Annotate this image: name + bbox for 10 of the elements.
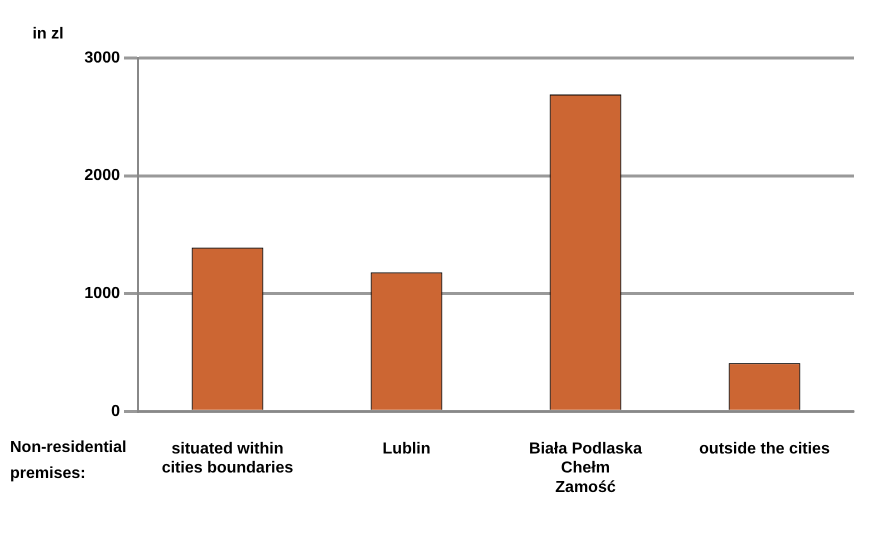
y-tick-label: 3000 — [84, 49, 120, 66]
x-tick-label: Lublin — [382, 440, 430, 458]
y-axis-title: in zl — [32, 25, 64, 42]
y-tick-label: 2000 — [84, 167, 120, 184]
x-tick-label: situated within cities boundaries — [162, 440, 294, 477]
y-tick-label: 1000 — [84, 285, 120, 302]
text: Non-residential premises: — [10, 438, 126, 482]
x-tick-label: outside the cities — [699, 440, 830, 458]
y-tick-label: 0 — [111, 402, 120, 420]
x-tick-label: Biała Podlaska Chełm Zamość — [529, 440, 642, 496]
